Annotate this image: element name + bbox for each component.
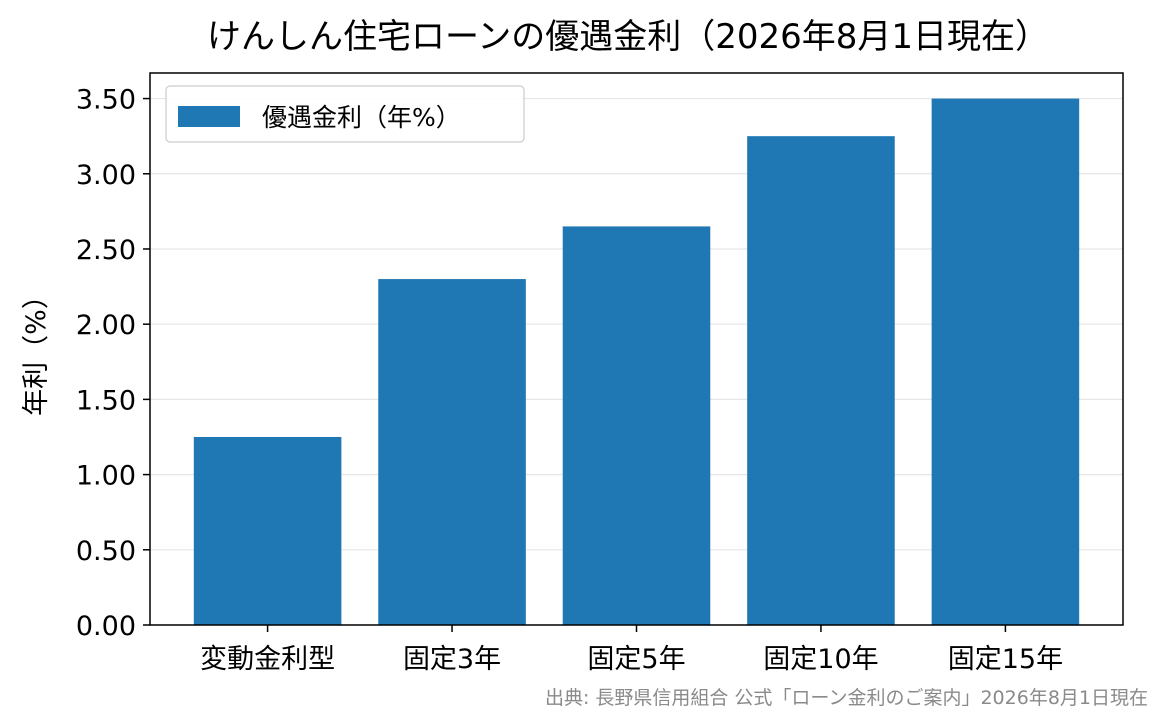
x-tick-label: 固定10年 bbox=[763, 644, 878, 675]
x-tick-label: 固定15年 bbox=[948, 644, 1063, 675]
bars bbox=[193, 98, 1080, 626]
x-axis-ticks: 変動金利型 固定3年 固定5年 固定10年 固定15年 bbox=[200, 625, 1063, 675]
y-tick-label: 3.00 bbox=[76, 160, 136, 191]
chart-title: けんしん住宅ローンの優遇金利（2026年8月1日現在） bbox=[207, 17, 1049, 57]
y-tick-label: 2.00 bbox=[76, 310, 136, 341]
y-tick-label: 0.00 bbox=[76, 611, 136, 642]
legend-swatch bbox=[178, 106, 240, 127]
source-note: 出典: 長野県信用組合 公式「ローン金利のご案内」2026年8月1日現在 bbox=[545, 687, 1148, 709]
bar bbox=[562, 226, 711, 625]
y-tick-label: 2.50 bbox=[76, 235, 136, 266]
bar bbox=[378, 279, 526, 625]
y-axis-ticks: 0.00 0.50 1.00 1.50 2.00 2.50 3.00 3.50 bbox=[76, 85, 150, 642]
bar bbox=[931, 98, 1080, 626]
bar bbox=[747, 136, 895, 625]
y-axis-label: 年利（%） bbox=[21, 282, 52, 416]
legend-box bbox=[165, 85, 525, 143]
bar bbox=[193, 436, 342, 625]
x-tick-label: 固定5年 bbox=[587, 644, 685, 675]
y-tick-label: 0.50 bbox=[76, 536, 136, 567]
y-tick-label: 3.50 bbox=[76, 85, 136, 116]
x-tick-label: 変動金利型 bbox=[200, 644, 335, 675]
legend-label: 優遇金利（年%） bbox=[262, 103, 461, 132]
y-tick-label: 1.00 bbox=[76, 461, 136, 492]
x-tick-label: 固定3年 bbox=[403, 644, 501, 675]
y-tick-label: 1.50 bbox=[76, 385, 136, 416]
legend: 優遇金利（年%） bbox=[165, 85, 525, 143]
